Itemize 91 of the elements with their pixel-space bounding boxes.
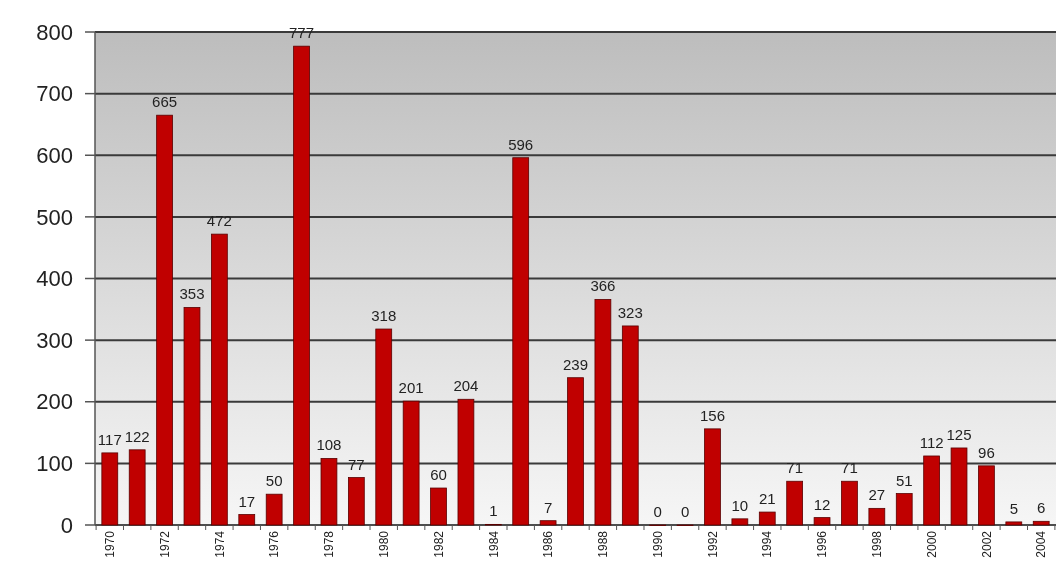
data-label: 5 [1009,499,1018,517]
bar [375,328,393,526]
bar [978,465,995,526]
data-label: 117 [97,430,122,448]
data-label: 71 [786,459,803,477]
data-label: 60 [430,466,447,484]
y-tick-label: 0 [60,512,73,538]
data-label: 596 [508,135,534,153]
y-tick-label: 200 [36,389,73,415]
bar [594,299,612,526]
bar [868,507,886,526]
bar [841,480,858,526]
x-tick-label: 1980 [376,530,391,558]
y-tick-label: 400 [36,266,73,292]
data-label: 122 [124,427,150,445]
bar [621,325,639,526]
y-tick-label: 300 [36,327,73,353]
x-tick-label: 1984 [486,530,501,558]
x-tick-label: 1978 [322,530,337,558]
bar [101,452,119,526]
data-label: 156 [699,406,725,424]
data-label: 21 [758,490,776,508]
x-tick-label: 1994 [760,530,775,558]
bar [156,114,173,526]
data-label: 1 [489,502,498,520]
bar [128,449,146,526]
data-label: 12 [813,495,831,513]
data-label: 0 [653,503,662,520]
x-tick-label: 1970 [102,530,117,558]
bar [704,428,721,526]
y-tick-label: 700 [36,81,73,107]
data-label: 323 [617,303,643,321]
bar [923,455,940,526]
x-tick-label: 1974 [212,530,227,558]
data-label: 50 [265,472,283,490]
bar [895,493,913,526]
y-tick-label: 100 [36,451,73,477]
bar [786,480,803,526]
bar [265,493,283,526]
x-tick-label: 1996 [815,530,830,558]
data-label: 108 [316,436,342,454]
bar [1005,521,1023,526]
data-label: 96 [978,443,995,461]
data-label: 201 [398,379,424,397]
data-label: 6 [1037,499,1046,517]
bar [183,307,201,526]
x-tick-label: 1990 [650,530,665,558]
x-tick-label: 1986 [541,530,556,558]
x-tick-label: 1988 [596,530,611,558]
x-tick-label: 2004 [1034,530,1049,558]
x-tick-label: 2002 [979,530,994,558]
data-label: 353 [179,285,205,303]
data-label: 27 [868,486,886,504]
bar [211,233,228,526]
y-tick-label: 600 [36,142,73,168]
data-label: 204 [453,377,479,395]
data-label: 7 [543,498,553,516]
bar [402,400,420,526]
x-tick-label: 1976 [267,530,282,558]
bar [512,157,530,526]
data-label: 71 [841,459,858,477]
data-label: 125 [946,425,972,443]
bar [539,520,557,526]
bar [1032,520,1050,526]
bar [320,458,338,526]
bar [238,514,256,526]
bar [813,517,831,526]
data-label: 239 [562,355,589,373]
x-tick-label: 1982 [431,530,446,558]
x-tick-label: 2000 [924,530,939,558]
data-label: 318 [371,307,397,325]
data-label: 17 [238,492,256,510]
x-tick-label: 1998 [870,530,885,558]
data-label: 665 [152,93,178,111]
bar [567,377,584,526]
data-label: 366 [590,277,616,295]
bar [348,477,365,526]
x-tick-label: 1972 [157,530,172,558]
bar [731,518,749,526]
data-label: 0 [680,503,690,520]
data-label: 10 [731,496,749,514]
bar [950,447,968,526]
bar [430,487,447,526]
y-tick-label: 500 [36,204,73,230]
data-label: 51 [895,471,913,489]
bar [758,511,776,526]
y-tick-label: 800 [36,19,73,45]
bar [457,398,475,526]
x-tick-label: 1992 [705,530,720,558]
data-label: 112 [919,433,944,451]
bar [293,45,310,526]
